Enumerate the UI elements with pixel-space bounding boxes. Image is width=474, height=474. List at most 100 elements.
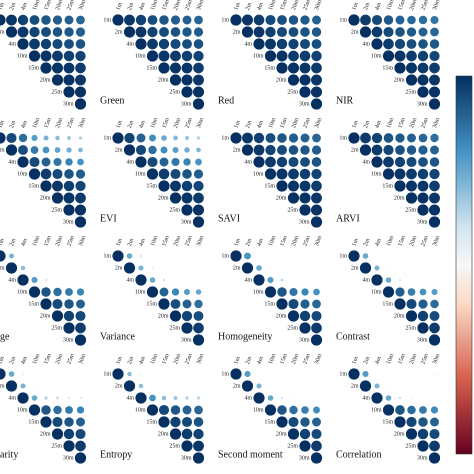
correlation-dot: [29, 15, 40, 25]
correlation-dot: [63, 74, 75, 86]
column-label: 20m: [173, 117, 182, 129]
correlation-dot: [174, 279, 177, 281]
correlation-dot: [139, 254, 143, 258]
correlation-dot: [264, 286, 277, 298]
correlation-dot: [74, 334, 87, 346]
correlation-dot: [398, 396, 402, 400]
panel-title: Homogeneity: [218, 331, 272, 342]
column-label: 30m: [432, 117, 441, 129]
correlation-dot: [18, 145, 28, 155]
column-label: 15m: [398, 235, 407, 247]
column-label: 15m: [162, 0, 171, 11]
correlation-dot: [138, 265, 144, 271]
correlation-dot: [433, 373, 436, 375]
correlation-dot: [300, 417, 310, 427]
column-label: 10m: [268, 353, 277, 365]
correlation-dot: [253, 38, 265, 50]
column-label: 15m: [44, 235, 53, 247]
correlation-dot: [41, 15, 51, 25]
correlation-dot: [56, 396, 59, 400]
correlation-dot: [241, 262, 254, 274]
correlation-dot: [22, 373, 24, 375]
correlation-dot: [299, 180, 311, 192]
correlation-dot: [28, 404, 41, 416]
column-label: 1m: [116, 120, 124, 130]
correlation-dot: [371, 26, 383, 38]
row-label: 15m: [382, 183, 393, 189]
row-label: 20m: [158, 313, 169, 319]
correlation-dot: [193, 417, 204, 427]
correlation-dot: [417, 168, 429, 180]
correlation-dot: [6, 14, 17, 26]
correlation-dot: [230, 132, 242, 144]
panel: 1m1m2m2m4m4m10m10m15m15m20m20m25m25m30m3…: [218, 0, 323, 110]
correlation-dot: [422, 397, 424, 399]
correlation-dot: [311, 145, 322, 155]
row-label: 20m: [158, 77, 169, 83]
correlation-dot: [198, 279, 199, 281]
row-label: 15m: [264, 183, 275, 189]
column-label: 1m: [234, 356, 242, 366]
correlation-dot: [264, 168, 277, 180]
row-label: 30m: [181, 101, 192, 107]
correlation-dot: [44, 278, 48, 282]
correlation-dot: [417, 180, 429, 192]
correlation-dot: [280, 396, 284, 400]
correlation-dot: [181, 416, 193, 428]
correlation-dot: [289, 287, 298, 297]
column-label: 10m: [150, 117, 159, 129]
row-label: 10m: [17, 53, 28, 59]
correlation-dot: [311, 39, 322, 49]
correlation-dot: [41, 405, 51, 415]
correlation-dot: [0, 14, 6, 26]
correlation-dot: [183, 158, 191, 166]
correlation-dot: [181, 322, 193, 334]
correlation-dot: [75, 74, 86, 86]
row-label: 1m: [221, 17, 229, 23]
correlation-dot: [429, 50, 440, 62]
panel: 1m1m2m2m4m4m10m10m15m15m20m20m25m25m30m3…: [0, 353, 87, 464]
correlation-dot: [170, 168, 181, 180]
column-label: 30m: [314, 117, 323, 129]
column-label: 15m: [44, 0, 53, 11]
correlation-dot: [434, 397, 435, 399]
correlation-dot: [267, 395, 274, 401]
correlation-dot: [287, 310, 300, 322]
correlation-dot: [430, 299, 439, 309]
column-label: 10m: [32, 353, 41, 365]
column-label: 10m: [386, 353, 395, 365]
row-label: 25m: [287, 89, 298, 95]
correlation-dot: [428, 98, 441, 110]
correlation-dot: [399, 385, 401, 387]
panel: 1m1m2m2m4m4m10m10m15m15m20m20m25m25m30m3…: [0, 0, 87, 110]
correlation-dot: [382, 50, 395, 62]
correlation-dot: [76, 15, 85, 25]
correlation-dot: [135, 156, 147, 168]
row-label: 30m: [417, 337, 428, 343]
column-label: 30m: [314, 0, 323, 11]
correlation-dot: [299, 310, 311, 322]
column-label: 20m: [409, 235, 418, 247]
correlation-dot: [417, 50, 429, 62]
correlation-dot: [311, 192, 322, 204]
correlation-dot: [181, 428, 193, 440]
column-label: 10m: [32, 117, 41, 129]
correlation-dot: [75, 50, 86, 62]
column-label: 2m: [9, 2, 17, 12]
correlation-dot: [407, 133, 416, 143]
row-label: 4m: [244, 277, 252, 283]
row-label: 1m: [103, 17, 111, 23]
correlation-dot: [17, 156, 29, 168]
correlation-dot: [398, 278, 402, 282]
correlation-dot: [196, 396, 201, 400]
correlation-dot: [280, 278, 284, 282]
correlation-dot: [52, 62, 63, 74]
column-label: 10m: [32, 235, 41, 247]
correlation-dot: [173, 135, 178, 141]
row-label: 10m: [371, 289, 382, 295]
correlation-dot: [162, 278, 166, 282]
correlation-dot: [170, 405, 181, 415]
correlation-dot: [230, 368, 242, 380]
row-label: 25m: [169, 443, 180, 449]
correlation-dot: [170, 50, 181, 62]
